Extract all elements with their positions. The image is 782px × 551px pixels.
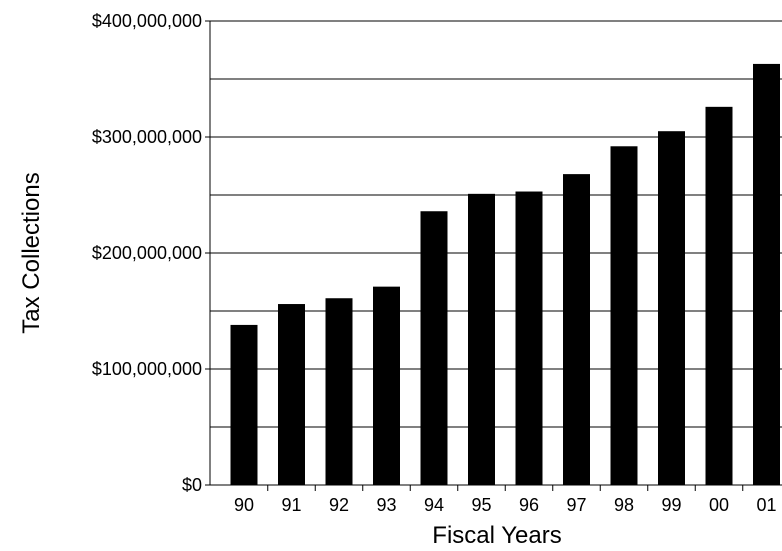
x-tick-labels: 90 91 92 93 94 95 96 97 98 99 00 01 [234,495,777,515]
axes [205,20,782,491]
y-axis-title: Tax Collections [18,172,45,333]
bar-00 [705,106,733,485]
bar-94 [420,211,448,486]
x-tick-label: 95 [471,495,491,515]
bar-93 [373,286,400,485]
x-tick-label: 96 [519,495,539,515]
x-tick-label: 92 [329,495,349,515]
y-tick-label: $100,000,000 [92,359,202,379]
x-tick-label: 93 [376,495,396,515]
y-tick-label: $400,000,000 [92,11,202,31]
gridlines [210,20,782,428]
bar-01 [753,63,780,486]
x-tick-label: 97 [566,495,586,515]
x-tick-label: 99 [661,495,681,515]
bar-92 [325,298,353,485]
x-tick-label: 94 [424,495,444,515]
x-axis-title: Fiscal Years [432,522,561,549]
bar-91 [278,304,305,485]
x-tick-label: 01 [756,495,776,515]
bar-95 [468,193,495,485]
bar-97 [563,174,590,485]
y-tick-label: $0 [182,475,202,495]
y-tick-labels: $0 $100,000,000 $200,000,000 $300,000,000 $4… [92,11,202,495]
y-tick-label: $300,000,000 [92,127,202,147]
y-tick-label: $200,000,000 [92,243,202,263]
x-tick-label: 98 [614,495,634,515]
bar-90 [230,324,258,485]
x-tick-label: 91 [281,495,301,515]
bars [230,63,780,486]
bar-98 [610,146,638,485]
bar-96 [515,191,543,485]
x-tick-label: 00 [709,495,729,515]
bar-99 [658,131,685,485]
x-tick-label: 90 [234,495,254,515]
